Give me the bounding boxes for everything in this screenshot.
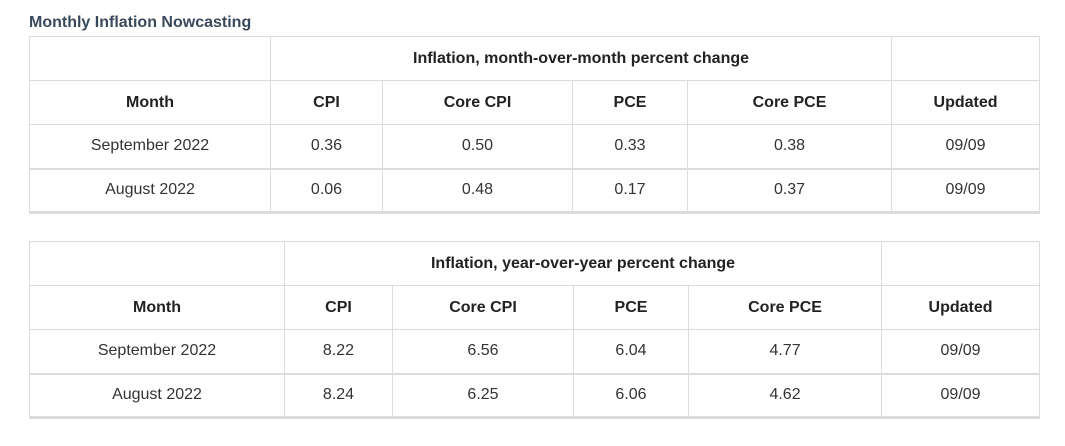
table-row: September 2022 0.36 0.50 0.33 0.38 09/09 [29, 124, 1041, 170]
cell-core-cpi: 6.25 [392, 373, 574, 419]
col-header-core-cpi: Core CPI [392, 285, 574, 330]
col-header-month: Month [29, 80, 271, 125]
cell-core-pce: 0.37 [686, 168, 893, 214]
col-header-updated: Updated [881, 285, 1041, 330]
table-caption: Inflation, year-over-year percent change [283, 241, 883, 286]
cell-core-cpi: 0.50 [382, 124, 573, 170]
yoy-inflation-table: Inflation, year-over-year percent change… [29, 241, 1041, 419]
blank-header-cell [29, 36, 271, 81]
table-row: August 2022 8.24 6.25 6.06 4.62 09/09 [29, 373, 1041, 419]
blank-header-cell [891, 36, 1041, 81]
col-header-cpi: CPI [270, 80, 383, 125]
cell-cpi: 8.22 [284, 329, 393, 375]
cell-core-pce: 4.62 [687, 373, 883, 419]
col-header-updated: Updated [891, 80, 1041, 125]
table-row: September 2022 8.22 6.56 6.04 4.77 09/09 [29, 329, 1041, 375]
col-header-cpi: CPI [284, 285, 393, 330]
cell-updated: 09/09 [881, 373, 1041, 419]
cell-pce: 0.17 [572, 168, 688, 214]
cell-cpi: 0.36 [270, 124, 383, 170]
table-caption: Inflation, month-over-month percent chan… [269, 36, 893, 81]
cell-month: September 2022 [29, 329, 285, 375]
col-header-month: Month [29, 285, 285, 330]
cell-pce: 6.04 [573, 329, 689, 375]
cell-pce: 0.33 [572, 124, 688, 170]
cell-pce: 6.06 [573, 373, 689, 419]
table-row: August 2022 0.06 0.48 0.17 0.37 09/09 [29, 168, 1041, 214]
col-header-core-cpi: Core CPI [382, 80, 573, 125]
blank-header-cell [881, 241, 1041, 286]
page-title: Monthly Inflation Nowcasting [29, 14, 252, 31]
col-header-pce: PCE [572, 80, 688, 125]
cell-cpi: 8.24 [284, 373, 393, 419]
cell-core-pce: 0.38 [686, 124, 893, 170]
cell-core-cpi: 0.48 [382, 168, 573, 214]
cell-month: August 2022 [29, 168, 271, 214]
cell-month: August 2022 [29, 373, 285, 419]
col-header-pce: PCE [573, 285, 689, 330]
cell-core-cpi: 6.56 [392, 329, 574, 375]
cell-updated: 09/09 [891, 124, 1041, 170]
col-header-core-pce: Core PCE [687, 285, 883, 330]
cell-updated: 09/09 [891, 168, 1041, 214]
cell-updated: 09/09 [881, 329, 1041, 375]
col-header-core-pce: Core PCE [686, 80, 893, 125]
cell-month: September 2022 [29, 124, 271, 170]
cell-cpi: 0.06 [270, 168, 383, 214]
cell-core-pce: 4.77 [687, 329, 883, 375]
mom-inflation-table: Inflation, month-over-month percent chan… [29, 36, 1041, 214]
blank-header-cell [29, 241, 285, 286]
